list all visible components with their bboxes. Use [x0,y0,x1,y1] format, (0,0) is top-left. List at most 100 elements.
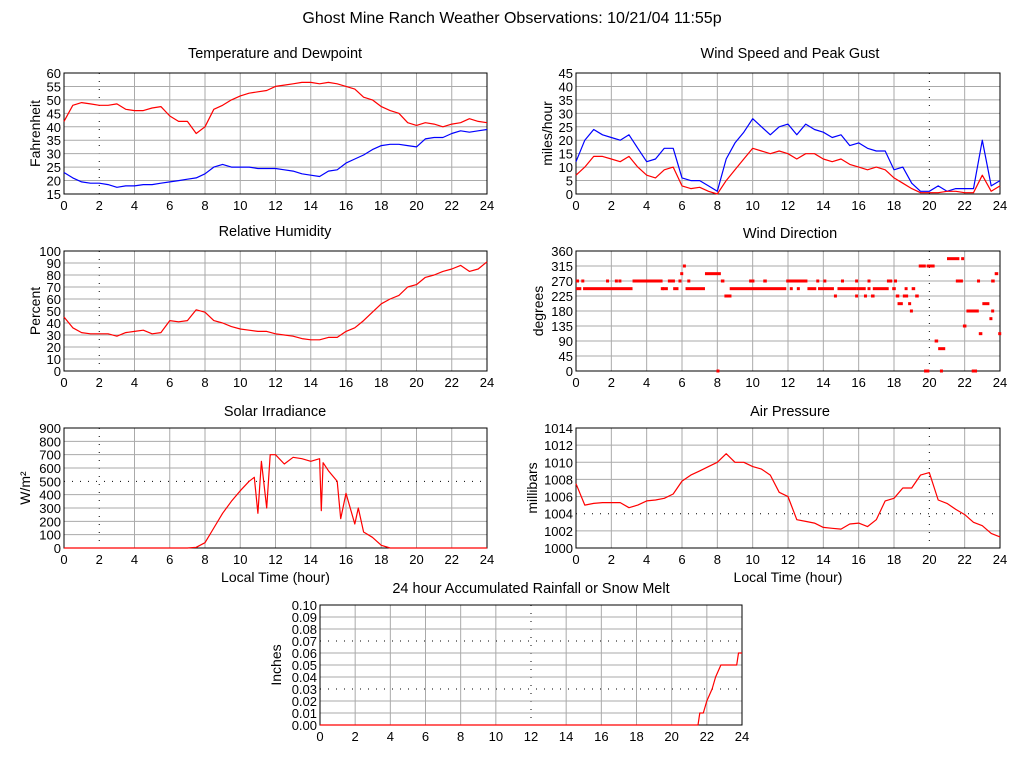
x-tick-label: 4 [643,552,650,567]
page-title: Ghost Mine Ranch Weather Observations: 1… [302,10,721,27]
series-line-0 [575,118,1001,192]
x-tick-label: 20 [922,552,936,567]
y-tick-label: 5 [566,174,573,189]
y-tick-label: 0 [54,541,61,556]
y-tick-label: 0.09 [292,610,317,625]
wind-direction-point [918,264,926,268]
x-tick-label: 12 [781,375,795,390]
y-tick-label: 1006 [544,490,573,505]
y-tick-label: 70 [47,280,61,295]
x-tick-label: 8 [201,375,208,390]
x-tick-label: 14 [816,552,830,567]
y-axis-label: millibars [524,462,540,513]
y-tick-label: 0.00 [292,718,317,733]
series-line-0 [320,652,742,726]
wind-direction-point [687,279,691,283]
y-tick-label: 80 [47,268,61,283]
wind-direction-point [583,287,633,291]
x-tick-label: 16 [339,552,353,567]
wind-direction-point [618,279,622,283]
wind-direction-point [833,294,837,298]
wind-direction-point [632,279,663,283]
y-tick-label: 30 [47,328,61,343]
wind-direction-point [994,272,999,276]
y-tick-label: 30 [47,147,61,162]
wind-direction-point [872,287,889,291]
x-tick-label: 10 [233,552,247,567]
x-tick-label: 14 [304,198,318,213]
x-tick-label: 2 [96,375,103,390]
y-tick-label: 700 [39,448,61,463]
y-tick-label: 30 [559,106,573,121]
y-tick-label: 50 [47,304,61,319]
y-tick-label: 300 [39,501,61,516]
y-tick-label: 20 [559,133,573,148]
chart-title: Air Pressure [750,404,830,420]
x-tick-label: 22 [445,375,459,390]
x-tick-label: 24 [735,729,749,744]
wind-direction-point [955,279,963,283]
wind-direction-point [837,287,857,291]
wind-direction-point [863,294,867,298]
wind-direction-point [867,287,871,291]
y-axis-label: Inches [268,644,284,685]
y-tick-label: 180 [551,304,573,319]
x-tick-label: 0 [316,729,323,744]
wind-direction-point [667,279,675,283]
y-tick-label: 25 [47,160,61,175]
x-tick-label: 0 [572,552,579,567]
wind-direction-point [991,309,995,313]
y-tick-label: 40 [559,79,573,94]
wind-direction-point [947,257,960,261]
wind-direction-point [911,287,916,291]
y-tick-label: 0.07 [292,634,317,649]
x-tick-label: 2 [608,552,615,567]
wind-direction-point [724,294,732,298]
wind-direction-point [915,294,919,298]
y-tick-label: 1004 [544,507,573,522]
x-tick-label: 6 [422,729,429,744]
series-line-0 [63,81,488,135]
x-tick-label: 14 [304,552,318,567]
chart-title: Temperature and Dewpoint [188,46,362,62]
wind-direction-point [796,287,800,291]
y-tick-label: 1008 [544,472,573,487]
wind-direction-point [720,279,725,283]
x-tick-label: 4 [131,375,138,390]
y-tick-label: 15 [559,147,573,162]
wind-direction-point [971,369,978,373]
x-tick-label: 6 [166,552,173,567]
x-tick-label: 24 [993,375,1007,390]
x-tick-label: 24 [993,198,1007,213]
wind-direction-point [924,369,930,373]
y-tick-label: 225 [551,289,573,304]
series-line-1 [575,147,1001,195]
x-tick-label: 16 [339,198,353,213]
wind-direction-point [895,294,900,298]
wind-direction-point [856,287,866,291]
wind-direction-point [789,287,793,291]
wind-direction-point [680,272,684,276]
x-tick-label: 24 [480,552,494,567]
x-tick-label: 22 [957,552,971,567]
wind-direction-point [685,287,705,291]
wind-direction-point [978,332,983,336]
wind-direction-point [678,279,682,283]
y-axis-label: W/m² [17,471,33,505]
wind-direction-point [939,369,943,373]
y-tick-label: 270 [551,274,573,289]
x-tick-label: 8 [714,552,721,567]
y-tick-label: 15 [47,187,61,202]
x-tick-label: 12 [268,552,282,567]
y-tick-label: 600 [39,461,61,476]
x-tick-label: 22 [957,198,971,213]
y-tick-label: 55 [47,79,61,94]
wind-direction-point [934,339,939,343]
x-tick-label: 6 [166,198,173,213]
x-tick-label: 20 [922,198,936,213]
y-tick-label: 60 [47,66,61,81]
x-tick-label: 24 [480,375,494,390]
x-tick-label: 6 [678,198,685,213]
chart-6: 0 2 4 6 8 10 12 14 16 18 20 22 240.000.010.020.030.0… [268,581,749,744]
y-tick-label: 45 [47,106,61,121]
